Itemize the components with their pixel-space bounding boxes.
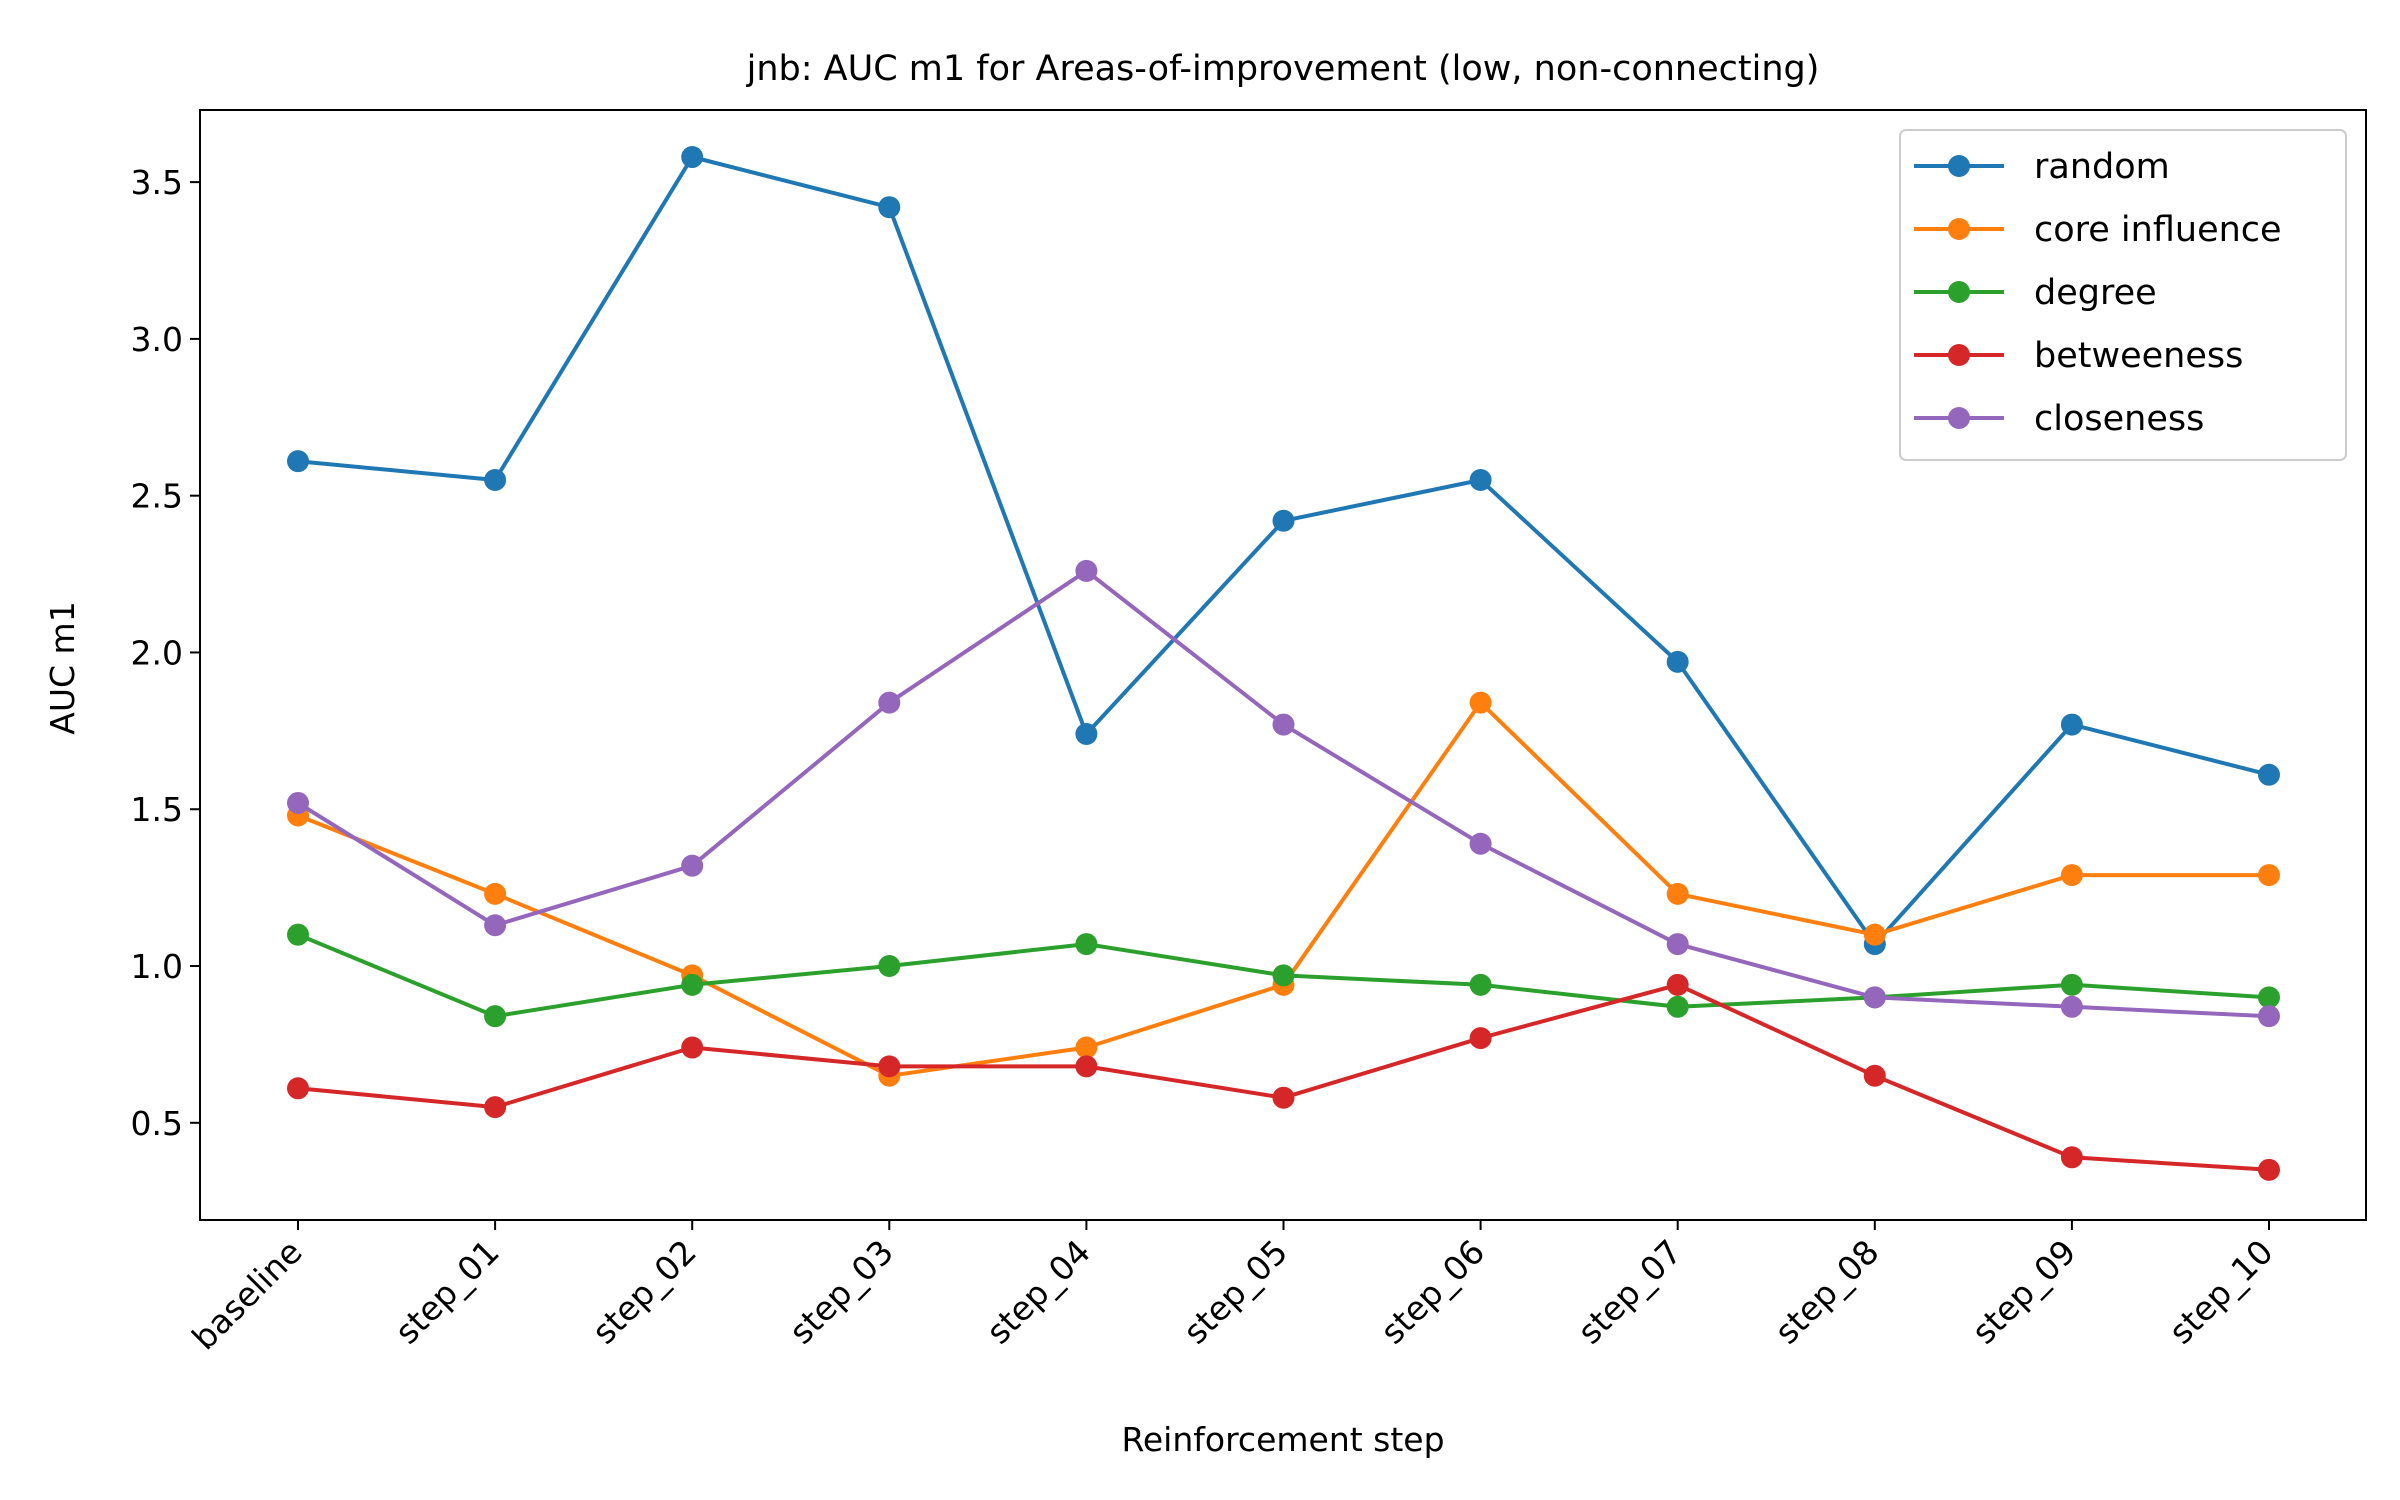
- y-tick-label: 1.5: [131, 790, 183, 829]
- data-point: [2060, 973, 2083, 996]
- legend-marker: [1948, 344, 1970, 366]
- legend-marker: [1948, 407, 1970, 429]
- data-point: [2258, 1005, 2280, 1028]
- y-tick-label: 0.5: [131, 1104, 183, 1143]
- data-point: [1863, 1064, 1886, 1087]
- y-tick-label: 2.5: [131, 477, 183, 516]
- x-axis-label: Reinforcement step: [1121, 1420, 1444, 1459]
- series-random: [287, 146, 2280, 956]
- data-point: [1272, 509, 1295, 532]
- axes-frame: [199, 109, 2367, 1221]
- legend-marker: [1948, 155, 1970, 177]
- data-point: [1469, 1027, 1492, 1050]
- data-point: [1272, 1086, 1295, 1109]
- legend-label: core influence: [2034, 210, 2282, 250]
- data-point: [1666, 882, 1689, 905]
- data-point: [1469, 973, 1492, 996]
- legend-item: betweeness: [1914, 336, 2243, 376]
- data-point: [2060, 1146, 2083, 1169]
- series-degree: [287, 923, 2280, 1028]
- data-point: [2060, 864, 2083, 887]
- data-point: [1075, 559, 1098, 582]
- data-point: [681, 973, 704, 996]
- data-point: [484, 882, 507, 905]
- legend: random core influence degree betweeness clos…: [1899, 129, 2347, 461]
- y-tick-label: 2.0: [131, 633, 183, 672]
- data-point: [878, 1055, 901, 1078]
- data-point: [1469, 691, 1492, 714]
- data-point: [878, 691, 901, 714]
- series-closeness: [287, 559, 2280, 1028]
- data-point: [287, 450, 309, 473]
- series-betweeness: [287, 973, 2280, 1181]
- data-point: [2258, 763, 2280, 786]
- data-point: [1075, 722, 1098, 745]
- legend-label: degree: [2034, 273, 2157, 313]
- data-point: [287, 791, 309, 814]
- legend-item: random: [1914, 147, 2170, 187]
- y-tick-label: 1.0: [131, 947, 183, 986]
- data-point: [1272, 964, 1295, 987]
- data-point: [1469, 469, 1492, 491]
- data-point: [1666, 933, 1689, 956]
- data-point: [484, 469, 507, 491]
- y-tick-label: 3.5: [131, 163, 183, 202]
- data-point: [1075, 1055, 1098, 1078]
- data-point: [878, 196, 901, 219]
- legend-item: core influence: [1914, 210, 2282, 250]
- data-point: [2258, 986, 2280, 1009]
- data-point: [1666, 973, 1689, 996]
- data-point: [2258, 1158, 2280, 1181]
- data-point: [1075, 933, 1098, 956]
- data-point: [484, 914, 507, 937]
- data-point: [1863, 923, 1886, 946]
- legend-marker: [1948, 281, 1970, 303]
- data-point: [681, 146, 704, 169]
- data-point: [2060, 995, 2083, 1018]
- legend-label: closeness: [2034, 399, 2204, 439]
- data-point: [681, 1036, 704, 1059]
- data-point: [1075, 1036, 1098, 1059]
- data-point: [1469, 832, 1492, 855]
- data-point: [878, 955, 901, 978]
- data-point: [287, 1077, 309, 1100]
- data-point: [1666, 995, 1689, 1018]
- chart-title: jnb: AUC m1 for Areas-of-improvement (lo…: [746, 49, 1820, 89]
- legend-box: [1899, 129, 2347, 461]
- legend-item: closeness: [1914, 399, 2204, 439]
- y-tick-label: 3.0: [131, 320, 183, 359]
- data-point: [1863, 986, 1886, 1009]
- data-point: [1666, 650, 1689, 673]
- data-point: [681, 854, 704, 877]
- data-point: [2258, 864, 2280, 887]
- y-axis-label: AUC m1: [43, 601, 82, 734]
- data-point: [2060, 713, 2083, 736]
- data-point: [1272, 713, 1295, 736]
- data-point: [287, 923, 309, 946]
- data-point: [484, 1005, 507, 1028]
- legend-label: betweeness: [2034, 336, 2243, 376]
- data-point: [484, 1096, 507, 1119]
- legend-marker: [1948, 218, 1970, 240]
- legend-item: degree: [1914, 273, 2157, 313]
- legend-label: random: [2034, 147, 2170, 187]
